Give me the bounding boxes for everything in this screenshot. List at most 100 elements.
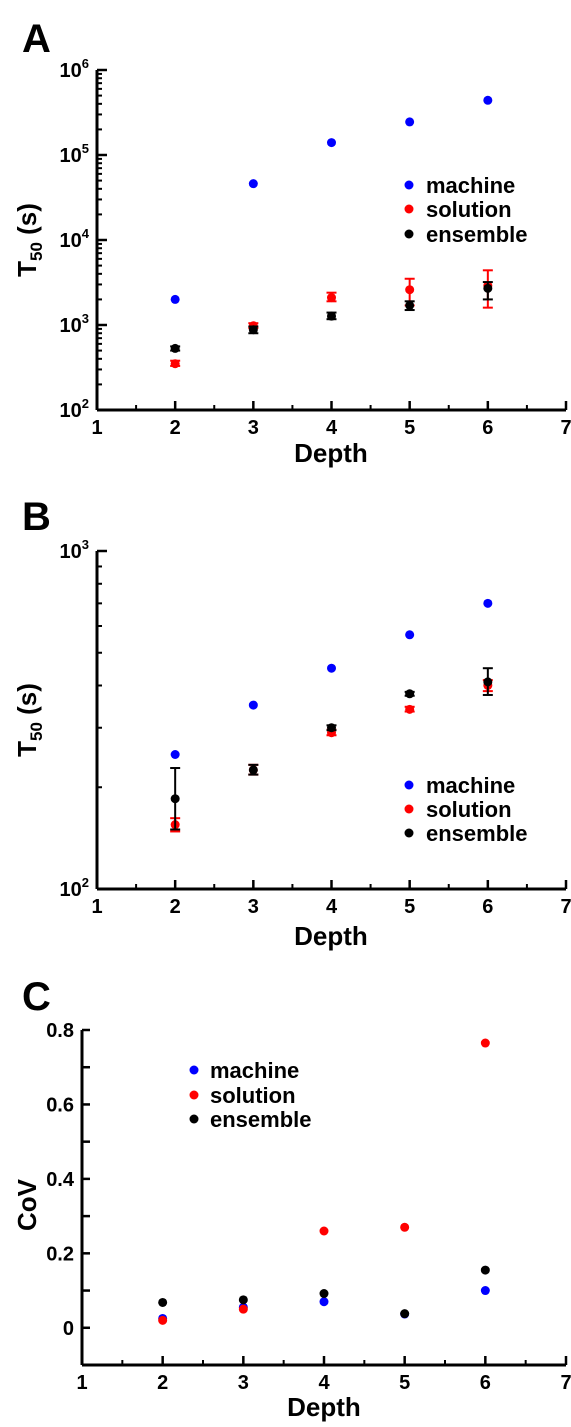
panel-c-legend: machine solution ensemble [189, 1058, 312, 1132]
ensemble-point [238, 1295, 248, 1305]
panel-a-x-axis-title: Depth [294, 438, 368, 468]
solution-point [400, 1222, 410, 1232]
legend-label-ensemble: ensemble [426, 821, 528, 846]
panel-b-marks [170, 598, 493, 833]
panel-b-x-axis-title: Depth [294, 921, 368, 951]
x-tick-label: 4 [326, 417, 338, 439]
panel-c: C 1 2 3 4 5 6 7 0 0.2 0.4 0.6 0.8 Depth CoV machine… [12, 975, 571, 1422]
ensemble-point [158, 1297, 168, 1307]
legend-marker-ensemble [404, 828, 414, 838]
y-tick-label: 0.4 [46, 1169, 75, 1191]
solution-point [405, 285, 415, 295]
solution-point [405, 704, 415, 714]
legend-marker-ensemble [189, 1114, 199, 1124]
legend-label-machine: machine [426, 173, 515, 198]
solution-point [238, 1304, 248, 1314]
y-tick-label: 102 [60, 875, 89, 901]
solution-point [319, 1226, 329, 1236]
panel-b-y-axis-title: T50 (s) [12, 683, 46, 757]
legend-marker-machine [404, 780, 414, 790]
panel-a-axis-ticks: 1 2 3 4 5 6 7 102 103 104 105 106 [60, 56, 571, 439]
machine-point [405, 117, 415, 127]
x-tick-label: 5 [404, 417, 415, 439]
x-tick-label: 4 [318, 1372, 330, 1394]
machine-point [248, 700, 258, 710]
x-tick-label: 1 [76, 1372, 87, 1394]
panel-a: A 1 2 3 4 5 6 7 102 103 104 105 106 Depth T50 (s) m… [12, 17, 571, 468]
panel-c-y-axis-title: CoV [12, 1178, 42, 1231]
y-tick-label: 0 [63, 1318, 74, 1340]
x-tick-label: 6 [480, 1372, 491, 1394]
legend-label-solution: solution [210, 1083, 296, 1108]
ensemble-point [248, 765, 258, 775]
ensemble-point [483, 283, 493, 293]
x-tick-label: 5 [404, 896, 415, 918]
x-tick-label: 6 [482, 417, 493, 439]
x-tick-label: 1 [91, 417, 102, 439]
y-tick-label: 103 [60, 537, 89, 563]
machine-point [170, 294, 180, 304]
ensemble-point [327, 723, 336, 733]
solution-point [480, 1038, 490, 1048]
legend-marker-machine [404, 180, 414, 190]
solution-point [170, 359, 180, 369]
y-tick-label: 104 [60, 226, 90, 252]
machine-point [483, 95, 493, 105]
y-tick-label: 0.2 [46, 1243, 74, 1265]
y-tick-label: 105 [60, 141, 89, 167]
panel-letter-c: C [22, 975, 51, 1019]
legend-label-ensemble: ensemble [210, 1107, 312, 1132]
ensemble-point [319, 1289, 329, 1299]
legend-marker-solution [189, 1090, 199, 1100]
ensemble-point [248, 325, 258, 335]
ensemble-point [405, 689, 415, 699]
x-tick-label: 3 [248, 896, 259, 918]
y-tick-label: 0.8 [46, 1020, 74, 1042]
legend-marker-solution [404, 204, 414, 214]
panel-a-marks [170, 95, 493, 369]
solution-point [158, 1315, 168, 1325]
x-tick-label: 7 [560, 417, 571, 439]
y-tick-label: 106 [60, 56, 89, 82]
x-tick-label: 1 [91, 896, 102, 918]
legend-marker-ensemble [404, 229, 414, 239]
ensemble-point [170, 343, 180, 353]
panel-b-axis-ticks: 1 2 3 4 5 6 7 102 103 [60, 537, 571, 918]
x-tick-label: 6 [482, 896, 493, 918]
ensemble-point [480, 1265, 490, 1275]
machine-point [480, 1286, 490, 1296]
machine-point [248, 179, 258, 189]
legend-label-solution: solution [426, 797, 512, 822]
panel-letter-b: B [22, 495, 51, 539]
panel-b: B 1 2 3 4 5 6 7 102 103 Depth T50 (s) machine so… [12, 495, 571, 951]
machine-point [327, 138, 336, 148]
panel-a-legend: machine solution ensemble [404, 173, 528, 247]
ensemble-point [327, 311, 336, 321]
legend-marker-machine [189, 1065, 199, 1075]
legend-label-ensemble: ensemble [426, 222, 528, 247]
panel-c-x-axis-title: Depth [287, 1392, 361, 1422]
x-tick-label: 3 [238, 1372, 249, 1394]
x-tick-label: 5 [399, 1372, 410, 1394]
legend-label-solution: solution [426, 197, 512, 222]
legend-marker-solution [404, 804, 414, 814]
ensemble-point [400, 1309, 410, 1319]
y-tick-label: 102 [60, 396, 89, 422]
machine-point [405, 630, 415, 640]
panel-c-marks [158, 1038, 490, 1325]
machine-point [483, 598, 493, 608]
panel-letter-a: A [22, 17, 51, 61]
x-tick-label: 7 [560, 1372, 571, 1394]
y-tick-label: 103 [60, 311, 89, 337]
panel-c-axis-ticks: 1 2 3 4 5 6 7 0 0.2 0.4 0.6 0.8 [46, 1020, 571, 1394]
machine-point [319, 1297, 329, 1307]
machine-point [327, 663, 336, 673]
x-tick-label: 4 [326, 896, 338, 918]
ensemble-point [483, 677, 493, 687]
panel-a-y-axis-title: T50 (s) [12, 203, 46, 277]
ensemble-point [170, 794, 180, 804]
machine-point [170, 749, 180, 759]
ensemble-point [405, 300, 415, 310]
solution-point [327, 293, 336, 303]
